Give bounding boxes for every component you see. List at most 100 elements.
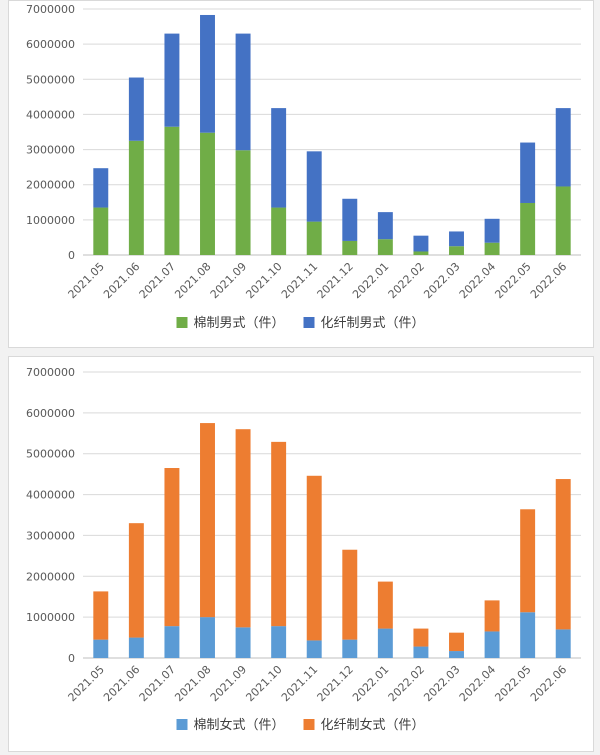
legend-swatch-1 <box>176 317 188 328</box>
x-tick-label: 2022.02 <box>386 663 427 704</box>
legend-swatch-2 <box>303 719 315 730</box>
men-bar-2022.03-series-2 <box>449 231 464 247</box>
men-bar-2022.03-series-1 <box>449 246 464 255</box>
women-bar-2021.09-series-2 <box>235 429 251 628</box>
women-bar-2022.03-series-2 <box>449 632 464 652</box>
women-bar-2021.11-series-1 <box>306 640 322 658</box>
x-tick-label: 2021.08 <box>172 663 213 704</box>
men-bar-2021.11-series-1 <box>306 221 322 255</box>
men-bar-2021.09-series-1 <box>235 150 251 255</box>
men-bar-2022.01-series-1 <box>377 239 393 255</box>
women-bar-2022.01-series-2 <box>377 581 393 629</box>
x-tick-label: 2021.12 <box>315 663 356 704</box>
legend-label-2: 化纤制女式（件） <box>321 717 425 733</box>
women-bar-2021.12-series-1 <box>342 639 358 658</box>
women-bar-2022.01-series-1 <box>377 628 393 658</box>
men-chart-panel: 0 1000000 2000000 3000000 4000000 5000000 6000… <box>8 0 594 348</box>
women-bar-2022.05-series-1 <box>520 612 536 658</box>
legend-swatch-1 <box>176 719 188 730</box>
x-tick-label: 2021.09 <box>208 663 249 704</box>
x-tick-label: 2021.06 <box>101 663 142 704</box>
legend-label-2: 化纤制男式（件） <box>321 316 425 331</box>
men-bar-2021.12-series-2 <box>342 198 358 241</box>
legend-swatch-2 <box>303 317 315 328</box>
women-bar-2021.07-series-1 <box>164 626 180 658</box>
men-bar-2021.08-series-2 <box>200 14 215 133</box>
y-tick-label: 5000000 <box>26 448 75 461</box>
women-bar-2022.02-series-2 <box>413 628 429 647</box>
x-tick-label: 2021.05 <box>66 260 107 301</box>
women-bar-2022.04-series-1 <box>484 631 500 658</box>
men-bar-2022.05-series-1 <box>520 202 536 255</box>
men-bar-2022.04-series-2 <box>484 218 500 243</box>
x-tick-label: 2022.06 <box>528 260 569 301</box>
women-bar-2021.05-series-1 <box>93 639 109 658</box>
women-bar-2021.07-series-2 <box>164 468 180 627</box>
men-bar-2022.06-series-2 <box>555 108 571 187</box>
men-bar-2021.10-series-1 <box>271 207 287 255</box>
x-tick-label: 2021.11 <box>279 260 320 301</box>
x-tick-label: 2022.04 <box>457 260 498 301</box>
women-bar-2021.08-series-1 <box>200 617 215 658</box>
women-bar-2021.12-series-2 <box>342 549 358 640</box>
men-bar-2022.02-series-2 <box>413 235 429 252</box>
y-tick-label: 7000000 <box>26 366 75 379</box>
men-bar-2022.01-series-2 <box>377 212 393 240</box>
women-bar-2021.10-series-1 <box>271 626 287 658</box>
men-bar-2021.08-series-1 <box>200 132 215 255</box>
men-bar-2022.06-series-1 <box>555 186 571 255</box>
y-tick-label: 6000000 <box>26 38 75 51</box>
women-bar-2022.02-series-1 <box>413 646 429 658</box>
x-tick-label: 2021.12 <box>315 260 356 301</box>
y-tick-label: 1000000 <box>26 214 75 227</box>
men-bar-2021.05-series-2 <box>93 168 109 208</box>
men-bar-2022.02-series-1 <box>413 251 429 255</box>
x-tick-label: 2022.05 <box>492 260 533 301</box>
y-tick-label: 4000000 <box>26 108 75 121</box>
y-tick-label: 0 <box>68 249 75 262</box>
legend-label-1: 棉制女式（件） <box>194 717 285 733</box>
y-tick-label: 4000000 <box>26 489 75 502</box>
women-bar-2021.06-series-1 <box>128 637 144 658</box>
women-bar-2022.06-series-1 <box>555 629 571 658</box>
y-tick-label: 2000000 <box>26 570 75 583</box>
women-stacked-bar-chart: 0 1000000 2000000 3000000 4000000 5000000 6000… <box>26 366 581 733</box>
x-tick-label: 2022.01 <box>350 663 391 704</box>
y-tick-label: 6000000 <box>26 407 75 420</box>
legend-label-1: 棉制男式（件） <box>194 316 285 331</box>
x-tick-label: 2021.06 <box>101 260 142 301</box>
y-tick-label: 0 <box>68 652 75 665</box>
men-bar-2021.07-series-2 <box>164 33 180 127</box>
men-bar-2021.12-series-1 <box>342 240 358 255</box>
x-tick-label: 2021.07 <box>137 663 178 704</box>
women-bar-2022.03-series-1 <box>449 651 464 658</box>
x-tick-label: 2021.09 <box>208 260 249 301</box>
x-tick-label: 2022.03 <box>421 260 462 301</box>
women-bar-2021.08-series-2 <box>200 423 215 618</box>
women-bar-2022.04-series-2 <box>484 600 500 632</box>
men-bar-2021.11-series-2 <box>306 151 322 222</box>
x-tick-label: 2022.05 <box>492 663 533 704</box>
women-bar-2021.10-series-2 <box>271 441 287 627</box>
men-bar-2022.05-series-2 <box>520 142 536 203</box>
x-tick-label: 2021.11 <box>279 663 320 704</box>
y-tick-label: 7000000 <box>26 3 75 16</box>
men-bar-2021.06-series-2 <box>128 77 144 141</box>
women-chart-panel: 0 1000000 2000000 3000000 4000000 5000000 6000… <box>8 356 594 752</box>
y-tick-label: 5000000 <box>26 73 75 86</box>
x-tick-label: 2022.01 <box>350 260 391 301</box>
x-tick-label: 2022.03 <box>421 663 462 704</box>
x-tick-label: 2021.08 <box>172 260 213 301</box>
women-bar-2021.06-series-2 <box>128 523 144 638</box>
men-bar-2021.09-series-2 <box>235 33 251 151</box>
men-stacked-bar-chart: 0 1000000 2000000 3000000 4000000 5000000 6000… <box>26 3 581 331</box>
x-tick-label: 2022.06 <box>528 663 569 704</box>
x-tick-label: 2021.05 <box>66 663 107 704</box>
y-tick-label: 3000000 <box>26 144 75 157</box>
women-bar-2021.05-series-2 <box>93 591 109 640</box>
women-bar-2022.06-series-2 <box>555 479 571 630</box>
x-tick-label: 2021.10 <box>243 260 284 301</box>
x-tick-label: 2021.10 <box>243 663 284 704</box>
women-bar-2021.11-series-2 <box>306 475 322 641</box>
men-bar-2022.04-series-1 <box>484 242 500 255</box>
